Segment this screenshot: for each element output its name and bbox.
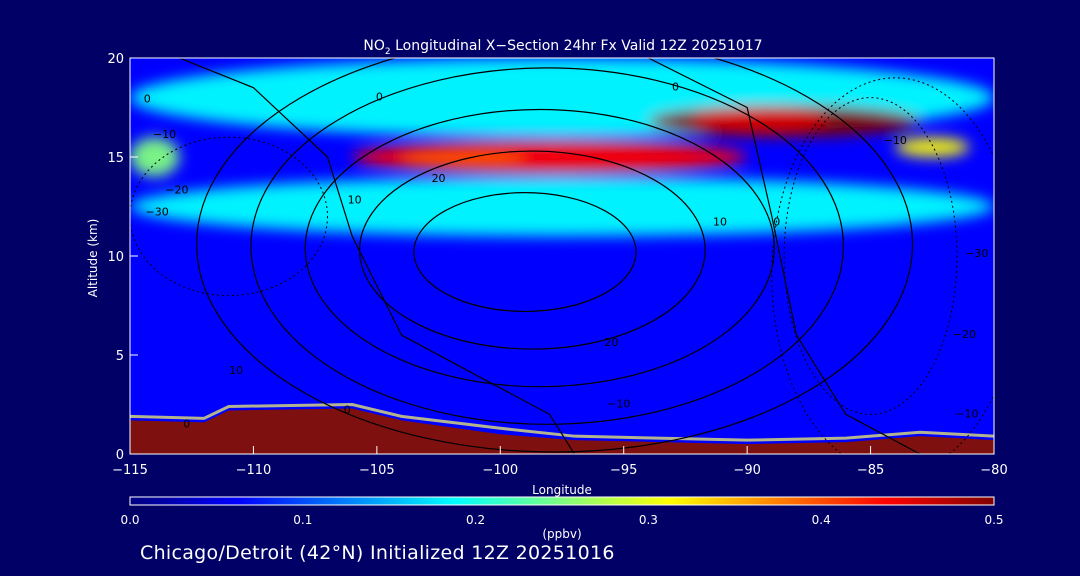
- contour-positive: [250, 67, 845, 425]
- field-surface-edge: [130, 402, 994, 442]
- contour-label: 0: [376, 91, 383, 104]
- contour-negative: [783, 97, 958, 415]
- colorbar-ticks: 0.0 0.1 0.2 0.3 0.4 0.5: [120, 513, 1003, 527]
- chart-title-species: NO: [363, 38, 385, 54]
- y-tick-label: 20: [107, 52, 124, 67]
- field-plume-core: [691, 107, 828, 132]
- x-axis-label: Longitude: [532, 483, 592, 497]
- contour-label: 20: [432, 172, 446, 185]
- contour-zero: [648, 58, 921, 454]
- field-band-east: [895, 137, 970, 158]
- x-tick-label: −110: [236, 463, 272, 478]
- chart-title: NO2 Longitudinal X−Section 24hr Fx Valid…: [363, 38, 762, 57]
- field-mid-band: [130, 176, 994, 237]
- footer-caption: Chicago/Detroit (42°N) Initialized 12Z 2…: [140, 542, 615, 564]
- contour-labels: 0 0 0 −10 −20 −30 10 20 10 0 −10 −30 −20 −10 20 −10 10 0 0: [144, 81, 989, 431]
- y-axis: 0 5 10 15 20: [107, 52, 138, 463]
- x-tick-label: −85: [857, 463, 884, 478]
- contour-label: 0: [144, 93, 151, 106]
- contour-positive: [413, 192, 637, 313]
- contour-positive: [196, 58, 914, 453]
- x-tick-label: −90: [733, 463, 760, 478]
- contour-negative: [130, 136, 328, 297]
- chart-title-rest: Longitudinal X−Section 24hr Fx Valid 12Z…: [391, 38, 763, 54]
- colorbar-tick-label: 0.0: [120, 513, 139, 527]
- contour-zero: [179, 58, 575, 454]
- contour-lines: [130, 58, 994, 454]
- contour-label: 10: [713, 215, 727, 228]
- field-surface-layer: [130, 408, 994, 454]
- x-tick-label: −95: [610, 463, 637, 478]
- contour-label: −20: [953, 328, 976, 341]
- x-tick-label: −105: [359, 463, 395, 478]
- contour-label: 20: [604, 336, 618, 349]
- contour-label: 0: [773, 215, 780, 228]
- contour-label: 0: [672, 81, 679, 94]
- colorbar-tick-label: 0.5: [984, 513, 1003, 527]
- contour-label: −10: [153, 128, 176, 141]
- contour-label: −10: [607, 398, 630, 411]
- concentration-field: [130, 58, 994, 454]
- contour-positive: [304, 108, 775, 388]
- contour-label: −30: [146, 205, 169, 218]
- colorbar-tick-label: 0.3: [639, 513, 658, 527]
- contour-label: −10: [955, 407, 978, 420]
- chart-title-subscript: 2: [385, 47, 391, 57]
- contour-label: 10: [229, 364, 243, 377]
- contour-label: −10: [884, 134, 907, 147]
- contour-label: 10: [348, 194, 362, 207]
- contour-label: −30: [965, 247, 988, 260]
- colorbar-tick-label: 0.2: [466, 513, 485, 527]
- y-tick-label: 15: [107, 151, 124, 166]
- x-tick-label: −100: [482, 463, 518, 478]
- colorbar-unit: (ppbv): [542, 527, 581, 541]
- contour-negative: [771, 77, 994, 454]
- colorbar: [129, 496, 995, 506]
- x-tick-label: −115: [112, 463, 148, 478]
- y-tick-label: 0: [116, 448, 124, 463]
- contour-label: −20: [165, 184, 188, 197]
- colorbar-tick-label: 0.4: [812, 513, 831, 527]
- contour-label: 0: [183, 417, 190, 430]
- y-tick-label: 10: [107, 250, 124, 265]
- x-axis: −115 −110 −105 −100 −95 −90 −85 −80: [112, 446, 1008, 478]
- contour-label: 0: [344, 403, 351, 416]
- x-tick-label: −80: [980, 463, 1007, 478]
- field-band-west: [130, 137, 180, 177]
- y-axis-label: Altitude (km): [86, 219, 100, 298]
- y-tick-label: 5: [116, 349, 124, 364]
- colorbar-tick-label: 0.1: [293, 513, 312, 527]
